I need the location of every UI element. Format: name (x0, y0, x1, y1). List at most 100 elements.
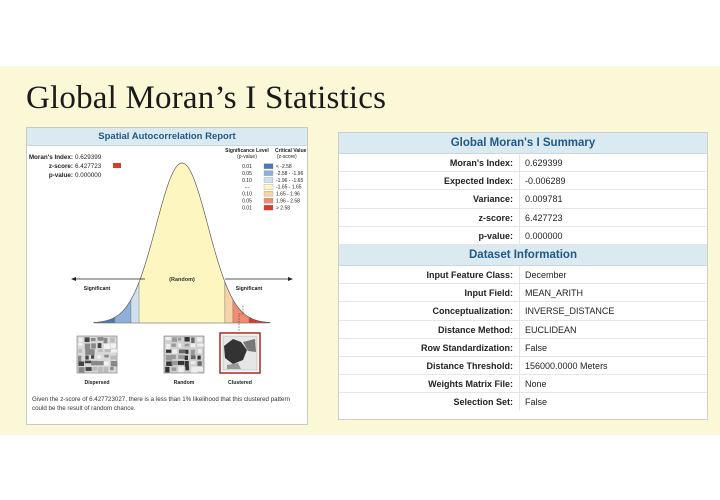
mosaic-cell (110, 337, 115, 343)
mosaic-cell (84, 337, 90, 343)
mosaic-cell (165, 337, 172, 340)
mosaic-cell (171, 367, 177, 371)
legend-crit-subheader: (z-score) (277, 154, 297, 160)
mosaic-cell (178, 366, 184, 373)
mosaic-cell (84, 343, 91, 350)
random-label: (Random) (169, 277, 195, 283)
mosaic-cell (198, 348, 202, 354)
dataset-row-label: Row Standardization: (339, 338, 520, 356)
dataset-row: Input Feature Class: December (339, 265, 707, 285)
legend-swatch (263, 184, 274, 190)
mosaic-cell (110, 343, 117, 348)
dataset-row: Conceptualization: INVERSE_DISTANCE (339, 302, 707, 321)
mosaic-cell (177, 337, 182, 341)
global-morans-i-summary-panel: Global Moran's I Summary Moran's Index: … (338, 132, 708, 420)
mosaic-cell (90, 360, 98, 366)
mosaic-cell (197, 337, 203, 342)
dataset-row: Input Field: MEAN_ARITH (339, 284, 707, 303)
report-stat-value: 6.427723 (75, 163, 102, 170)
legend-swatch (263, 163, 274, 169)
legend-sig-header: Significance Level (225, 148, 269, 154)
mosaic-cell (98, 349, 103, 353)
significant-right-label: Significant (236, 286, 263, 292)
legend-sig-subheader: (p-value) (237, 154, 257, 160)
legend-z-range: 1.65 - 1.96 (276, 192, 300, 198)
mosaic-cell (78, 349, 82, 353)
report-stats: Moran's Index: 0.629399 z-score: 6.42772… (29, 154, 121, 179)
mosaic-cell (104, 349, 112, 352)
summary-row-label: Variance: (339, 190, 520, 208)
mosaic-cell (177, 360, 185, 365)
mosaic-cell (166, 361, 173, 366)
mosaic-cell (97, 337, 104, 341)
dataset-row-value: False (525, 342, 548, 353)
legend-p-value: --- (245, 185, 250, 191)
mosaic-cell (97, 355, 101, 359)
summary-row: Moran's Index: 0.629399 (339, 154, 707, 173)
legend-z-range: -1.96 - -1.65 (276, 178, 303, 184)
dataset-row-value: 156000.0000 Meters (525, 360, 608, 371)
dataset-row-value: December (525, 269, 567, 280)
legend-crit-header: Critical Value (275, 148, 307, 154)
legend-swatch (263, 170, 274, 176)
mosaic-cell (178, 349, 186, 354)
mosaic-cell (78, 343, 83, 346)
pattern-label: Random (174, 380, 195, 386)
mosaic-cell (78, 367, 85, 373)
mosaic-cell (178, 354, 185, 359)
mosaic-cell (190, 343, 196, 348)
dataset-row-label: Distance Method: (339, 320, 520, 338)
legend-swatch (263, 204, 274, 211)
report-caption: Given the z-score of 6.427723027, there … (32, 396, 290, 412)
connector-line (238, 306, 244, 331)
legend-p-value: 0.05 (242, 171, 252, 177)
pattern-thumbnails: Dispersed Random Clustered (76, 332, 261, 386)
legend-p-value: 0.01 (242, 164, 252, 170)
legend-swatch (263, 191, 274, 197)
clustered-thumbnail: Clustered (219, 332, 261, 386)
legend-p-value: 0.10 (242, 192, 252, 198)
slide-title: Global Moran’s I Statistics (26, 80, 387, 116)
dataset-row: Row Standardization: False (339, 338, 707, 357)
mosaic-cell (85, 355, 89, 360)
mosaic-cell (110, 361, 118, 367)
mosaic-cell (103, 337, 108, 344)
mosaic-cell (91, 343, 96, 349)
mosaic-cell (78, 355, 82, 362)
mosaic-cell (190, 361, 196, 365)
mosaic-cell (103, 343, 111, 350)
mosaic-cell (172, 349, 177, 354)
summary-title: Global Moran's I Summary (339, 133, 707, 154)
legend-swatch (263, 177, 274, 183)
spatial-autocorrelation-report: Spatial Autocorrelation Report Moran's I… (26, 127, 308, 425)
dataset-row-label: Weights Matrix File: (339, 375, 520, 393)
summary-row-value: 6.427723 (525, 212, 563, 223)
mosaic-cell (97, 361, 105, 366)
random-region (138, 162, 226, 324)
summary-row: Expected Index: -0.006289 (339, 172, 707, 191)
mosaic-cell (184, 355, 188, 360)
report-header: Spatial Autocorrelation Report (27, 128, 307, 146)
mosaic-cell (185, 349, 189, 354)
mosaic-cell (104, 354, 109, 358)
dataset-row: Selection Set: False (339, 393, 707, 412)
summary-row: Variance: 0.009781 (339, 190, 707, 209)
pattern-label: Clustered (228, 380, 252, 386)
mosaic-cell (191, 337, 195, 344)
mosaic-cell (197, 366, 204, 372)
summary-row-label: p-value: (339, 226, 520, 244)
mosaic-cell (110, 349, 118, 353)
summary-row-value: -0.006289 (525, 176, 566, 187)
dataset-row-label: Selection Set: (339, 393, 520, 412)
mosaic-cell (171, 354, 176, 360)
mosaic-cell (79, 337, 83, 342)
report-stat-label: p-value: (49, 172, 73, 179)
legend-p-value: 0.05 (242, 199, 252, 205)
dataset-row: Distance Threshold: 156000.0000 Meters (339, 356, 707, 376)
mosaic-cell (177, 343, 182, 348)
mosaic-cell (184, 360, 189, 367)
mosaic-cell (184, 337, 190, 342)
mosaic-cell (165, 354, 173, 361)
report-stat-label: Moran's Index: (29, 154, 73, 161)
mosaic-cell (190, 349, 195, 356)
